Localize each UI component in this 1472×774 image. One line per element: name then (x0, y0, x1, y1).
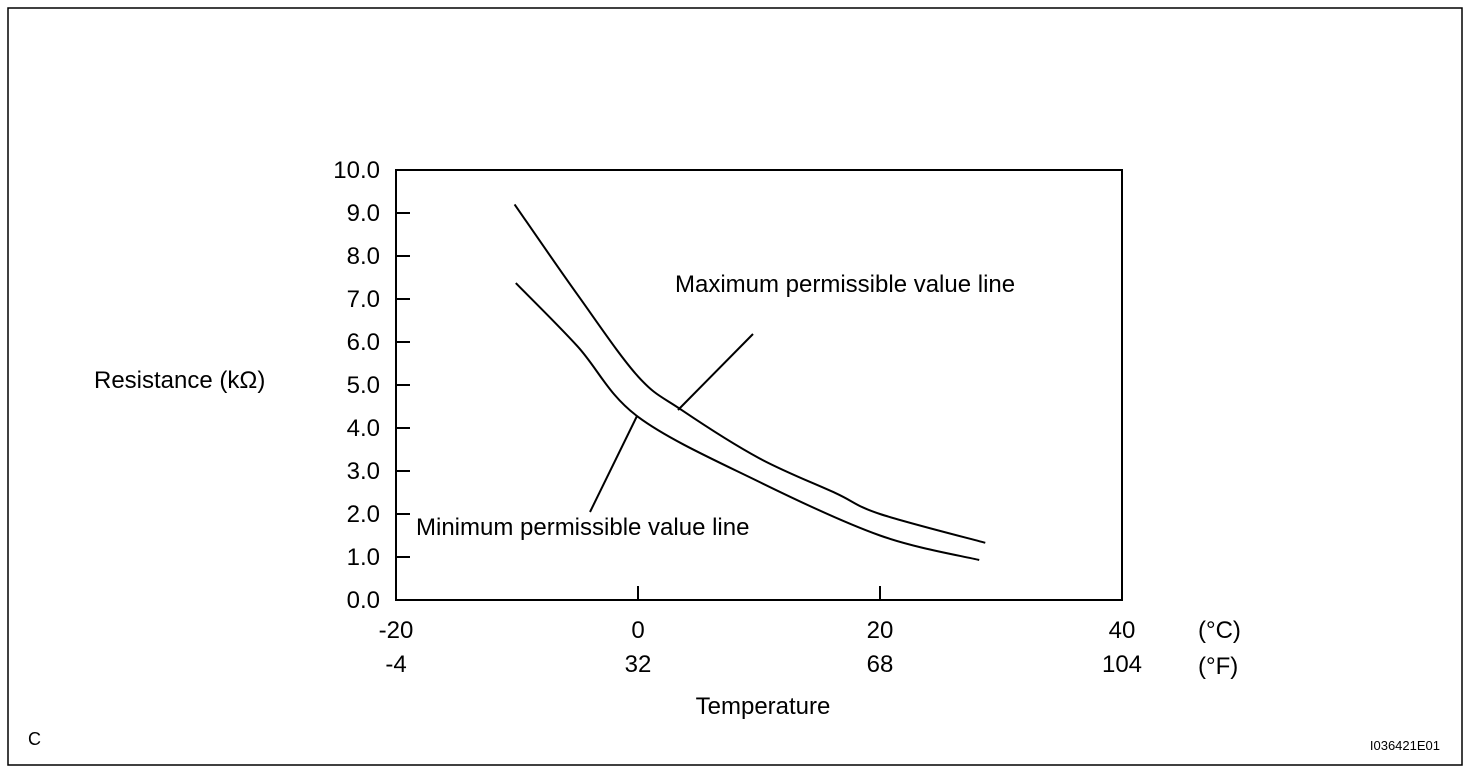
min-leader-line (589, 415, 638, 513)
figure-border (7, 7, 1463, 766)
y-tick-label: 6.0 (347, 329, 380, 356)
y-tick-label: 8.0 (347, 243, 380, 270)
y-tick-label: 4.0 (347, 415, 380, 442)
x-tick-label-c: 40 (1109, 617, 1136, 644)
x-tick-label-c: -20 (379, 617, 414, 644)
x-unit-f: (°F) (1198, 653, 1238, 680)
x-tick-label-f: 32 (625, 651, 652, 678)
y-tick-label: 10.0 (333, 157, 380, 184)
figure-id: I036421E01 (1370, 738, 1440, 753)
min-line-label: Minimum permissible value line (416, 514, 749, 541)
y-tick-label: 9.0 (347, 200, 380, 227)
max-permissible-curve (513, 203, 986, 544)
corner-label: C (28, 729, 41, 749)
x-tick-label-f: 104 (1102, 651, 1142, 678)
y-axis-label: Resistance (kΩ) (94, 367, 265, 394)
y-tick-label: 7.0 (347, 286, 380, 313)
min-permissible-curve (515, 282, 980, 561)
x-tick-label-c: 20 (867, 617, 894, 644)
x-unit-c: (°C) (1198, 617, 1241, 644)
x-tick-label-c: 0 (631, 617, 644, 644)
y-tick-label: 5.0 (347, 372, 380, 399)
x-tick-label-f: -4 (385, 651, 406, 678)
y-tick-label: 3.0 (347, 458, 380, 485)
x-axis-label: Temperature (696, 693, 831, 720)
max-line-label: Maximum permissible value line (675, 271, 1015, 298)
x-tick-label-f: 68 (867, 651, 894, 678)
y-tick-label: 0.0 (347, 587, 380, 614)
y-tick-label: 2.0 (347, 501, 380, 528)
y-tick-label: 1.0 (347, 544, 380, 571)
max-leader-line (677, 333, 754, 411)
